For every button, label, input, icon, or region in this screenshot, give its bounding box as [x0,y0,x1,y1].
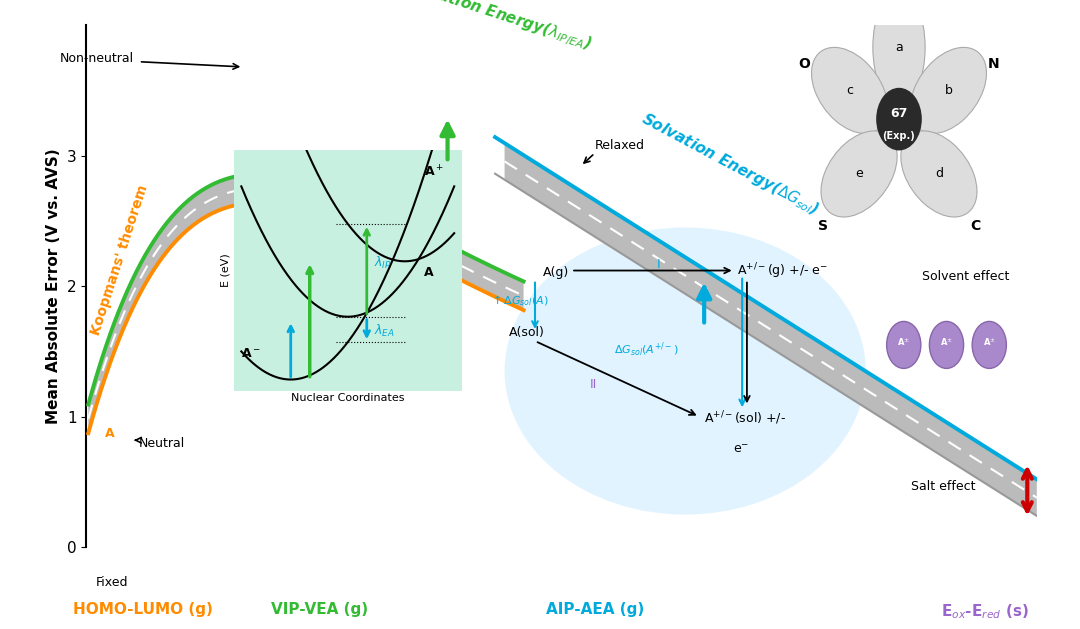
Text: c: c [846,84,853,97]
Text: A$^{+/-}$(g) +/- e$^{-}$: A$^{+/-}$(g) +/- e$^{-}$ [738,262,828,281]
Text: A(sol): A(sol) [510,326,545,339]
Circle shape [930,321,963,369]
Text: HOMO-LUMO (g): HOMO-LUMO (g) [73,602,214,617]
Text: d: d [935,167,943,181]
Text: e$^{-}$: e$^{-}$ [732,443,748,456]
Circle shape [876,88,922,150]
Text: N: N [988,57,1000,71]
Text: E$_{ox}$-E$_{red}$ (s): E$_{ox}$-E$_{red}$ (s) [941,602,1028,621]
Ellipse shape [821,131,897,217]
Text: A$^{+/-}$: A$^{+/-}$ [554,159,579,173]
Text: A$^{\pm}$: A$^{\pm}$ [940,337,953,348]
Polygon shape [89,174,524,433]
Ellipse shape [873,0,926,105]
Ellipse shape [811,47,888,133]
Text: 67: 67 [890,108,907,120]
Text: e: e [855,167,863,181]
Circle shape [887,321,921,369]
Circle shape [972,321,1007,369]
Text: Salt effect: Salt effect [910,480,975,493]
Text: VIP-VEA (g): VIP-VEA (g) [271,602,368,617]
Text: Solvation Energy($\Delta G_{sol}$): Solvation Energy($\Delta G_{sol}$) [637,109,822,220]
Polygon shape [504,143,1037,516]
Text: C: C [970,219,981,233]
Text: AIP-AEA (g): AIP-AEA (g) [545,602,644,617]
Text: A$^{+/-}$(sol) +/-: A$^{+/-}$(sol) +/- [704,410,786,428]
Text: A$^{\pm}$: A$^{\pm}$ [897,337,910,348]
Text: a: a [895,41,903,54]
Ellipse shape [901,131,977,217]
Text: Neutral: Neutral [138,437,185,450]
Text: A$^{+/-}$: A$^{+/-}$ [238,45,261,58]
Ellipse shape [910,47,986,133]
Text: II: II [590,378,597,391]
Text: $\mathbf{A}$: $\mathbf{A}$ [105,427,116,440]
Ellipse shape [504,228,866,515]
Y-axis label: Mean Absolute Error (V vs. AVS): Mean Absolute Error (V vs. AVS) [46,148,62,424]
Text: $\Delta G_{sol}(A^{+/-})$: $\Delta G_{sol}(A^{+/-})$ [613,341,678,359]
Text: b: b [945,84,953,97]
Text: Fixed: Fixed [96,576,129,589]
Text: $\uparrow\Delta G_{sol}(A)$: $\uparrow\Delta G_{sol}(A)$ [490,294,549,308]
Text: Non-neutral: Non-neutral [59,52,134,65]
Text: Solvent effect: Solvent effect [922,270,1009,282]
Text: O: O [798,57,810,71]
Text: Reorganization Energy($\lambda_{IP/EA}$): Reorganization Energy($\lambda_{IP/EA}$) [352,0,594,54]
Text: Relaxed: Relaxed [595,139,645,152]
Text: I: I [657,258,660,271]
Text: A(g): A(g) [542,266,569,279]
Text: S: S [818,219,828,233]
Text: A$^{\pm}$: A$^{\pm}$ [983,337,996,348]
Text: Koopmans' theorem: Koopmans' theorem [89,183,150,337]
Text: (Exp.): (Exp.) [882,131,916,141]
